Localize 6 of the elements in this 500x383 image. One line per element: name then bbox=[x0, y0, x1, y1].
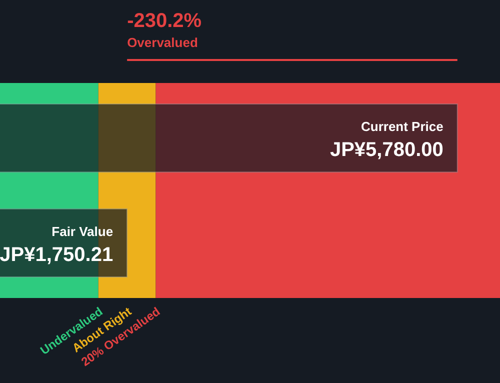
data-label: JP¥5,780.00 bbox=[330, 139, 444, 162]
text: Overvalued bbox=[127, 35, 198, 50]
y-tick-label: Current Price bbox=[361, 119, 444, 134]
text: -230.2% bbox=[127, 10, 202, 32]
y-tick-label: Fair Value bbox=[52, 224, 114, 239]
data-label: JP¥1,750.21 bbox=[0, 244, 114, 266]
